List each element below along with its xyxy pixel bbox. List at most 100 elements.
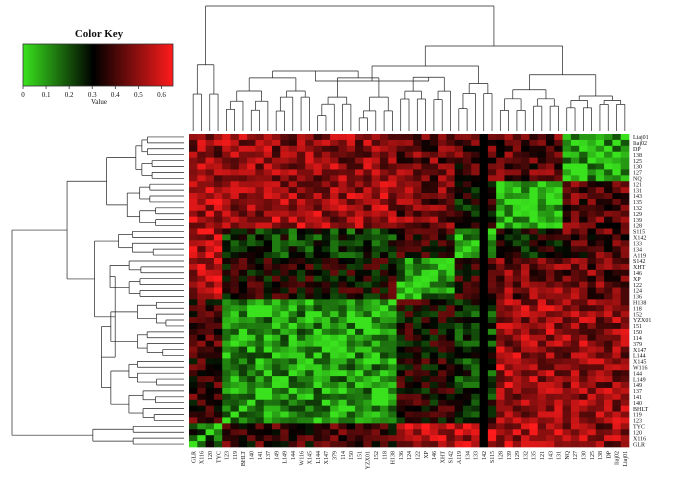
heatmap-cell — [521, 370, 530, 377]
heatmap-cell — [330, 352, 339, 359]
heatmap-cell — [396, 258, 406, 265]
heatmap-cell — [321, 287, 331, 294]
heatmap-cell — [263, 358, 273, 365]
heatmap-cell — [371, 399, 381, 407]
heatmap-cell — [238, 311, 248, 318]
heatmap-cell — [296, 382, 306, 389]
heatmap-cell — [612, 228, 622, 235]
heatmap-cell — [504, 417, 514, 424]
heatmap-cell — [379, 210, 389, 218]
heatmap-cell — [537, 399, 547, 407]
heatmap-cell — [487, 210, 497, 218]
heatmap-cell — [595, 352, 605, 359]
heatmap-cell — [471, 334, 480, 342]
heatmap-cell — [521, 222, 530, 229]
heatmap-cell — [421, 435, 431, 442]
heatmap-cell — [595, 281, 605, 288]
heatmap-cell — [263, 299, 273, 306]
heatmap-cell — [487, 163, 497, 170]
heatmap-cell — [230, 376, 240, 383]
heatmap-cell — [521, 411, 530, 418]
heatmap-cell — [388, 423, 397, 430]
heatmap-cell — [305, 234, 314, 241]
heatmap-cell — [595, 441, 605, 448]
heatmap-cell — [205, 175, 215, 182]
heatmap-cell — [189, 382, 198, 389]
heatmap-cell — [529, 417, 539, 424]
heatmap-cell — [247, 358, 256, 365]
heatmap-cell — [545, 216, 555, 223]
heatmap-cell — [529, 258, 539, 265]
heatmap-cell — [313, 364, 323, 371]
heatmap-cell — [587, 411, 597, 418]
heatmap-cell — [189, 364, 198, 371]
heatmap-cell — [504, 429, 514, 436]
heatmap-cell — [346, 163, 356, 170]
heatmap-cell — [529, 328, 539, 336]
heatmap-cell — [346, 417, 356, 424]
heatmap-cell — [388, 328, 397, 336]
heatmap-cell — [471, 193, 480, 200]
heatmap-cell — [205, 423, 215, 430]
column-label: 146 — [432, 451, 438, 460]
heatmap-cell — [421, 134, 431, 141]
heatmap-cell — [521, 328, 530, 336]
heatmap-cell — [255, 358, 265, 365]
heatmap-cell — [330, 145, 339, 153]
heatmap-cell — [537, 240, 547, 247]
heatmap-cell — [396, 423, 406, 430]
heatmap-cell — [330, 263, 339, 271]
heatmap-cell — [338, 429, 348, 436]
heatmap-cell — [587, 370, 597, 377]
heatmap-cell — [346, 216, 356, 223]
heatmap-cell — [321, 187, 331, 194]
heatmap-cell — [263, 204, 273, 212]
column-label: 121 — [540, 451, 546, 460]
heatmap-cell — [504, 340, 514, 347]
heatmap-cell — [413, 393, 422, 401]
heatmap-cell — [562, 376, 572, 383]
heatmap-cell — [388, 193, 397, 200]
heatmap-cell — [554, 198, 563, 206]
heatmap-cell — [521, 441, 530, 448]
heatmap-cell — [604, 370, 613, 377]
heatmap-cell — [330, 134, 339, 141]
heatmap-cell — [313, 210, 323, 218]
heatmap-cell — [379, 281, 389, 288]
heatmap-cell — [379, 228, 389, 235]
heatmap-cell — [371, 204, 381, 212]
heatmap-cell — [579, 216, 588, 223]
heatmap-cell — [404, 175, 414, 182]
heatmap-cell — [388, 364, 397, 371]
heatmap-cell — [579, 441, 588, 448]
heatmap-cell — [620, 145, 630, 153]
heatmap-cell — [446, 204, 456, 212]
heatmap-cell — [413, 210, 422, 218]
heatmap-cell — [587, 281, 597, 288]
heatmap-cell — [363, 399, 372, 407]
heatmap-cell — [554, 435, 563, 442]
heatmap-cell — [272, 334, 281, 342]
heatmap-cell — [570, 441, 580, 448]
heatmap-cell — [355, 258, 364, 265]
heatmap-cell — [496, 193, 505, 200]
heatmap-cell — [346, 352, 356, 359]
heatmap-cell — [496, 328, 505, 336]
heatmap-cell — [620, 370, 630, 377]
heatmap-cell — [238, 411, 248, 418]
row-label: BHLT — [633, 407, 648, 413]
heatmap-cell — [363, 169, 372, 176]
heatmap-cell — [512, 234, 522, 241]
heatmap-cell — [371, 234, 381, 241]
heatmap-cell — [330, 252, 339, 259]
heatmap-cell — [537, 269, 547, 277]
heatmap-cell — [238, 193, 248, 200]
heatmap-cell — [587, 145, 597, 153]
heatmap-cell — [612, 299, 622, 306]
heatmap-cell — [330, 293, 339, 300]
heatmap-cell — [529, 346, 539, 353]
heatmap-cell — [288, 411, 298, 418]
heatmap-cell — [230, 441, 240, 448]
heatmap-cell — [504, 204, 514, 212]
heatmap-cell — [205, 293, 215, 300]
